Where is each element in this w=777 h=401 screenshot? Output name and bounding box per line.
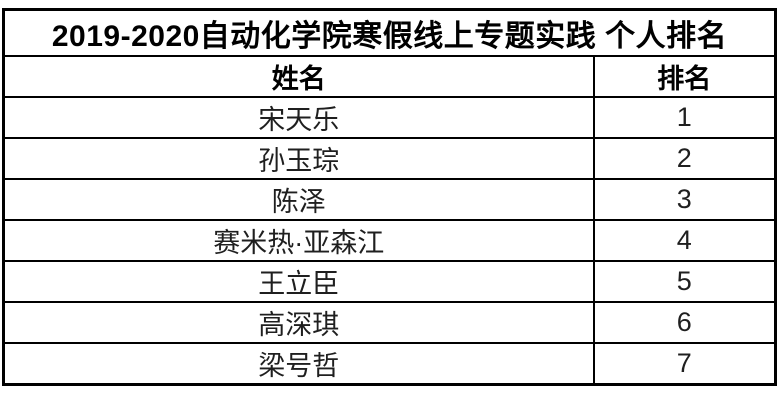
table-row: 梁号哲 7 — [2, 342, 777, 386]
header-row: 姓名 排名 — [2, 55, 777, 98]
name-cell: 高深琪 — [2, 301, 595, 344]
rank-cell: 4 — [592, 219, 777, 262]
column-header-name: 姓名 — [2, 55, 595, 98]
rank-cell: 3 — [592, 178, 777, 221]
table-row: 高深琪 6 — [2, 301, 777, 344]
title-row: 2019-2020自动化学院寒假线上专题实践 个人排名 — [2, 8, 777, 57]
name-cell: 梁号哲 — [2, 342, 595, 386]
rank-cell: 2 — [592, 137, 777, 180]
ranking-table-container: 2019-2020自动化学院寒假线上专题实践 个人排名 姓名 排名 宋天乐 1 … — [2, 8, 777, 386]
table-title: 2019-2020自动化学院寒假线上专题实践 个人排名 — [2, 8, 777, 57]
name-cell: 孙玉琮 — [2, 137, 595, 180]
table-row: 陈泽 3 — [2, 178, 777, 221]
name-cell: 赛米热·亚森江 — [2, 219, 595, 262]
ranking-table: 2019-2020自动化学院寒假线上专题实践 个人排名 姓名 排名 宋天乐 1 … — [2, 8, 777, 386]
name-cell: 陈泽 — [2, 178, 595, 221]
table-row: 赛米热·亚森江 4 — [2, 219, 777, 262]
rank-cell: 1 — [592, 96, 777, 139]
table-row: 孙玉琮 2 — [2, 137, 777, 180]
table-row: 王立臣 5 — [2, 260, 777, 303]
table-row: 宋天乐 1 — [2, 96, 777, 139]
rank-cell: 6 — [592, 301, 777, 344]
name-cell: 王立臣 — [2, 260, 595, 303]
column-header-rank: 排名 — [592, 55, 777, 98]
rank-cell: 5 — [592, 260, 777, 303]
rank-cell: 7 — [592, 342, 777, 386]
name-cell: 宋天乐 — [2, 96, 595, 139]
